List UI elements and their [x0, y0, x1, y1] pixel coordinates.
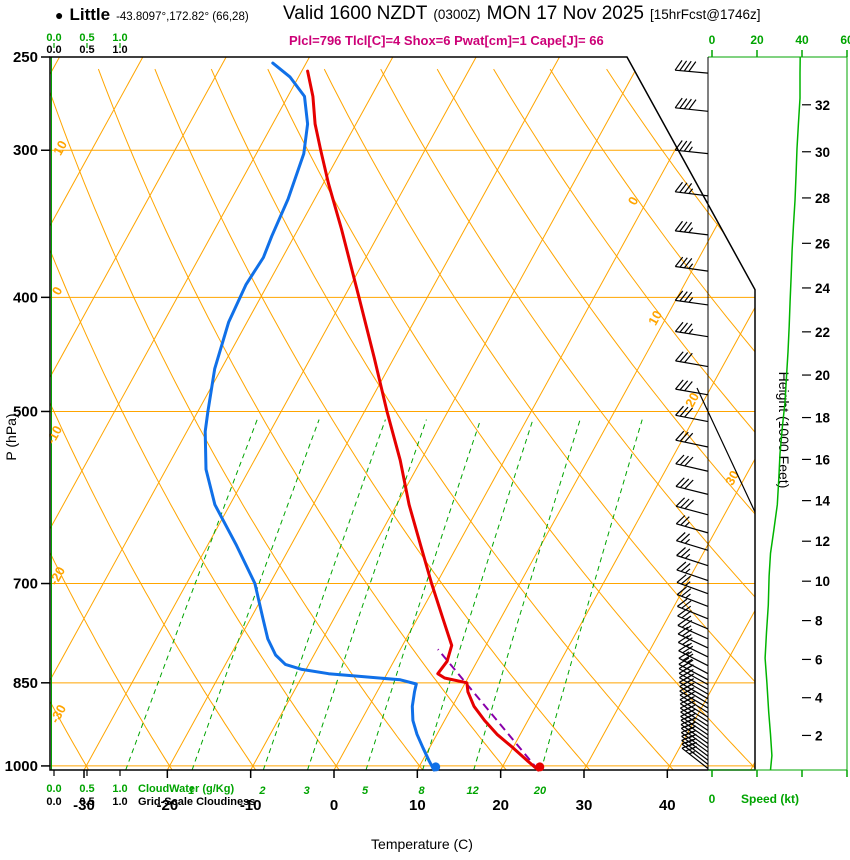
svg-text:Grid-Scale Cloudiness: Grid-Scale Cloudiness — [138, 796, 255, 808]
svg-text:0: 0 — [330, 797, 338, 814]
svg-text:0: 0 — [625, 194, 642, 208]
station-bullet-icon: ● — [55, 7, 64, 23]
svg-text:-10: -10 — [240, 797, 262, 814]
svg-text:1000: 1000 — [5, 758, 38, 775]
svg-text:2: 2 — [815, 728, 823, 743]
svg-text:16: 16 — [815, 452, 831, 467]
svg-text:400: 400 — [13, 289, 38, 306]
station-name: Little — [69, 5, 111, 24]
svg-text:10: 10 — [409, 797, 426, 814]
svg-text:0.5: 0.5 — [79, 32, 94, 44]
svg-text:22: 22 — [815, 325, 830, 340]
svg-text:0.0: 0.0 — [46, 796, 61, 808]
svg-text:12: 12 — [467, 785, 479, 797]
svg-text:Temperature (C): Temperature (C) — [371, 836, 473, 852]
svg-text:0.0: 0.0 — [46, 32, 61, 44]
svg-text:2: 2 — [258, 785, 265, 797]
svg-text:-20: -20 — [156, 797, 178, 814]
temp-surface-dot — [535, 762, 545, 772]
svg-text:26: 26 — [815, 236, 831, 251]
svg-text:30: 30 — [815, 145, 830, 160]
svg-text:CloudWater (g/Kg): CloudWater (g/Kg) — [138, 783, 234, 795]
svg-text:1.0: 1.0 — [112, 32, 127, 44]
svg-text:-10: -10 — [43, 423, 65, 447]
forecast-tag: [15hrFcst@1746z] — [649, 7, 761, 22]
svg-text:0.5: 0.5 — [79, 783, 94, 795]
wind-barbs — [674, 57, 709, 770]
svg-text:20: 20 — [492, 797, 509, 814]
svg-text:60: 60 — [840, 33, 850, 47]
svg-text:300: 300 — [13, 142, 38, 159]
svg-text:10: 10 — [815, 574, 830, 589]
svg-text:8: 8 — [419, 785, 426, 797]
svg-text:1: 1 — [188, 785, 194, 797]
svg-text:20: 20 — [750, 33, 764, 47]
plot-frame — [49, 56, 756, 771]
svg-text:700: 700 — [13, 576, 38, 593]
svg-text:24: 24 — [815, 281, 831, 296]
svg-text:0.0: 0.0 — [46, 783, 61, 795]
svg-text:500: 500 — [13, 403, 38, 420]
svg-text:Speed (kt): Speed (kt) — [741, 792, 799, 806]
svg-text:1.0: 1.0 — [112, 783, 127, 795]
valid-time-header: Valid 1600 NZDT (0300Z) MON 17 Nov 2025 … — [283, 3, 760, 25]
svg-text:Height (1000 Feet): Height (1000 Feet) — [776, 372, 792, 489]
svg-text:0.0: 0.0 — [46, 44, 61, 56]
svg-text:28: 28 — [815, 191, 831, 206]
svg-text:-30: -30 — [73, 797, 95, 814]
svg-text:6: 6 — [815, 652, 823, 667]
svg-text:10: 10 — [50, 138, 70, 158]
svg-text:0.5: 0.5 — [79, 796, 94, 808]
temperature-axis: -30 -20 -10 0 10 20 30 40 Temperature (C) — [73, 770, 676, 852]
svg-text:P (hPa): P (hPa) — [3, 413, 19, 460]
svg-text:5: 5 — [362, 785, 369, 797]
svg-text:12: 12 — [815, 534, 830, 549]
svg-text:14: 14 — [815, 494, 831, 509]
background-grid — [50, 57, 755, 770]
svg-text:40: 40 — [795, 33, 809, 47]
cloud-scales: 0.00.00.00.00.50.50.50.51.01.01.01.0Clou… — [46, 32, 255, 808]
valid-time-utc: (0300Z) — [433, 7, 481, 22]
svg-text:0: 0 — [709, 33, 716, 47]
svg-text:32: 32 — [815, 98, 830, 113]
svg-text:0.5: 0.5 — [79, 44, 94, 56]
svg-text:10: 10 — [645, 308, 665, 328]
svg-text:40: 40 — [659, 797, 676, 814]
station-header: ● Little -43.8097°,172.82° (66,28) — [55, 5, 249, 25]
speed-axis: 0 20 40 60 0 Speed (kt) — [708, 33, 850, 806]
svg-text:4: 4 — [815, 691, 823, 706]
svg-text:20: 20 — [533, 785, 547, 797]
valid-date: MON 17 Nov 2025 — [486, 3, 644, 24]
speed-profile — [764, 56, 801, 771]
svg-text:8: 8 — [815, 614, 823, 629]
svg-text:3: 3 — [304, 785, 310, 797]
valid-time: Valid 1600 NZDT — [283, 3, 428, 24]
svg-text:250: 250 — [13, 49, 38, 66]
station-coords: -43.8097°,172.82° (66,28) — [116, 11, 249, 23]
svg-text:20: 20 — [815, 368, 830, 383]
pressure-axis: 250 300 400 500 700 850 1000 P (hPa) — [3, 49, 50, 775]
svg-text:18: 18 — [815, 411, 831, 426]
svg-text:0: 0 — [709, 792, 716, 806]
dewp-surface-dot — [431, 762, 441, 772]
svg-text:850: 850 — [13, 675, 38, 692]
stability-indices: Plcl=796 Tlcl[C]=4 Shox=6 Pwat[cm]=1 Cap… — [289, 33, 604, 48]
svg-text:20: 20 — [682, 390, 702, 410]
sounding-curves — [203, 61, 545, 772]
svg-text:1.0: 1.0 — [112, 44, 127, 56]
svg-text:30: 30 — [576, 797, 593, 814]
svg-text:1.0: 1.0 — [112, 796, 127, 808]
